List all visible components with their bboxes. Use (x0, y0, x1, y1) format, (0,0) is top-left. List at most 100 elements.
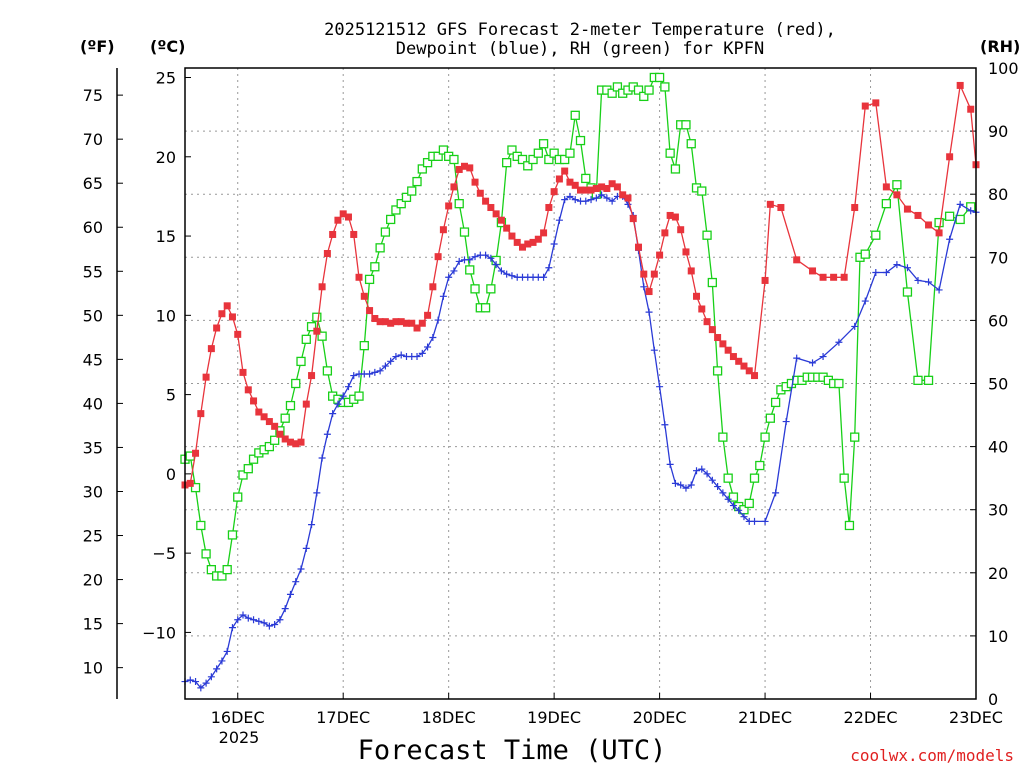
celsius-unit-label: (ºC) (150, 37, 185, 56)
dewpoint-point (366, 370, 374, 378)
dewpoint-point (482, 251, 490, 259)
rh-point (660, 82, 670, 92)
dewpoint-point (640, 283, 648, 291)
dewpoint-point (956, 200, 964, 208)
rh-point (502, 157, 512, 168)
rh-point (850, 432, 860, 442)
temperature-point (466, 164, 474, 172)
time-axis: 16DEC 17DEC 18DEC 19DEC 20DEC 21DEC 22DEC 23DEC (211, 693, 1003, 727)
rh-point (744, 498, 754, 509)
temperature-point (903, 205, 911, 213)
temperature-point (819, 273, 827, 281)
temperature-point (714, 334, 722, 342)
rh-point (549, 148, 559, 158)
fahrenheit-tick-label: 40 (83, 394, 103, 413)
temperature-point (666, 211, 674, 219)
rh-point (391, 205, 401, 215)
rh-point (538, 139, 549, 149)
rh-point (707, 277, 717, 288)
dewpoint-point (819, 353, 827, 361)
temperature-point (355, 273, 363, 281)
dewpoint-point (334, 400, 342, 408)
temperature-point (682, 248, 690, 256)
dewpoint-point (587, 196, 595, 204)
rh-point (892, 180, 902, 190)
celsius-tick-label: 10 (156, 306, 176, 325)
dewpoint-point (566, 192, 574, 200)
rh-point (412, 176, 422, 187)
temperature-point (424, 311, 432, 319)
temperature-point (397, 318, 405, 326)
dewpoint-point (967, 207, 975, 215)
temperature-point (777, 204, 785, 212)
dewpoint-point (397, 351, 405, 359)
rh-point (317, 331, 327, 341)
temperature-point (719, 340, 727, 348)
temperature-point (577, 186, 584, 194)
temperature-point (635, 243, 643, 251)
dewpoint-point (582, 197, 590, 205)
celsius-tick-label: 25 (156, 69, 176, 88)
dewpoint-point (677, 481, 685, 489)
dewpoint-point (455, 257, 463, 265)
rh-point (723, 473, 733, 483)
dewpoint-point (671, 479, 679, 487)
dewpoint-point (645, 308, 653, 316)
rh-point (955, 214, 965, 225)
temperature-point (698, 305, 706, 313)
rh-tick-label: 70 (988, 248, 1008, 267)
temperature-point (550, 188, 558, 196)
temperature-point (735, 357, 743, 365)
dewpoint-point (492, 261, 500, 269)
dewpoint-point (392, 353, 400, 361)
temperature-point (508, 232, 516, 240)
fahrenheit-tick-label: 10 (83, 659, 103, 678)
time-tick-label: 22DEC (844, 708, 898, 727)
rh-point (913, 375, 923, 385)
fahrenheit-tick-label: 25 (83, 527, 103, 546)
fahrenheit-tick-label: 60 (83, 218, 103, 237)
temperature-point (308, 372, 316, 380)
dewpoint-point (872, 269, 880, 277)
temperature-point (413, 324, 421, 332)
dewpoint-point (450, 267, 458, 275)
dewpoint-point (603, 194, 611, 202)
temperature-point (529, 238, 537, 246)
rh-point (681, 120, 691, 130)
rh-point (401, 192, 412, 203)
credit-text: coolwx.com/models (850, 746, 1014, 765)
dewpoint-point (561, 196, 569, 204)
dewpoint-point (571, 196, 579, 204)
rh-tick-label: 40 (988, 438, 1008, 457)
temperature-point (292, 440, 300, 448)
temperature-point (925, 221, 933, 229)
dewpoint-point (861, 297, 869, 305)
dewpoint-point (445, 273, 453, 281)
rh-point (902, 287, 913, 297)
dewpoint-point (271, 620, 279, 628)
dewpoint-point (851, 322, 859, 330)
celsius-axis: −10 −5 0 5 10 15 20 25 (142, 69, 191, 642)
dewpoint-point (761, 517, 769, 525)
rh-point (560, 154, 570, 165)
dewpoint-point (223, 647, 231, 655)
dewpoint-point (308, 521, 316, 529)
rh-point (370, 262, 380, 272)
temperature-point (566, 178, 574, 186)
rh-point (227, 530, 238, 540)
dewpoint-point (698, 465, 706, 473)
temperature-point (250, 397, 258, 405)
fahrenheit-tick-label: 35 (83, 438, 103, 457)
dewpoint-point (418, 349, 426, 357)
dewpoint-point (719, 489, 727, 497)
rh-point (386, 214, 396, 225)
temperature-point (344, 213, 352, 221)
rh-point (607, 88, 617, 98)
rh-point (196, 520, 206, 531)
rh-point (770, 397, 781, 408)
dewpoint-point (835, 338, 843, 346)
rh-axis: 0 10 20 30 40 50 60 70 80 90 100 (970, 59, 1019, 709)
rh-point (301, 334, 311, 344)
dewpoint-point (782, 418, 790, 426)
rh-point (243, 464, 253, 474)
